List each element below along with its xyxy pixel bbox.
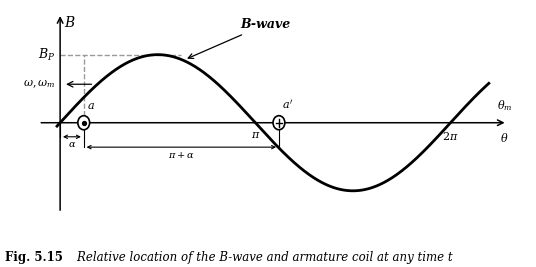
Circle shape [273,116,285,130]
Text: $a$: $a$ [87,101,95,111]
Text: $2\pi$: $2\pi$ [442,130,459,142]
Text: $\alpha$: $\alpha$ [68,140,76,149]
Text: $B$: $B$ [64,15,76,30]
Text: B-wave: B-wave [188,18,291,58]
Text: $\omega,\omega_m$: $\omega,\omega_m$ [23,78,55,90]
Circle shape [78,116,90,130]
Text: Fig. 5.15: Fig. 5.15 [5,251,63,264]
Text: $\theta_m$: $\theta_m$ [497,98,512,113]
Text: $B_P$: $B_P$ [38,46,55,63]
Text: $\pi$: $\pi$ [250,130,260,140]
Text: $a'$: $a'$ [282,98,293,111]
Text: $\theta$: $\theta$ [500,131,509,144]
Text: Relative location of the B-wave and armature coil at any time t: Relative location of the B-wave and arma… [62,251,452,264]
Text: $\pi + \alpha$: $\pi + \alpha$ [168,150,195,160]
